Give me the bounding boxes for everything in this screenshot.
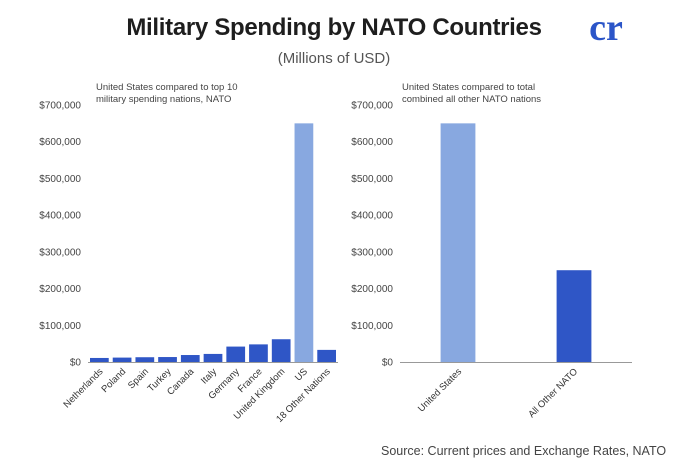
x-tick-label: Poland: [100, 366, 129, 395]
panel-note-line: United States compared to top 10: [96, 82, 238, 93]
bar-italy: [203, 353, 223, 362]
y-tick-label: $100,000: [351, 321, 393, 332]
y-tick-label: $500,000: [39, 174, 81, 185]
bar-canada: [180, 355, 200, 362]
panel-note: United States compared to top 10 military…: [96, 82, 238, 105]
y-tick-label: $200,000: [351, 284, 393, 295]
x-tick-label: United States: [416, 366, 464, 414]
y-tick-label: $400,000: [351, 211, 393, 222]
cr-logo-text: cr: [589, 8, 623, 48]
bar-france: [249, 344, 268, 362]
panel-note-line: military spending nations, NATO: [96, 94, 231, 105]
y-tick-label: $700,000: [351, 101, 393, 112]
x-tick-label: US: [293, 366, 310, 383]
x-tick-label: Netherlands: [61, 366, 105, 410]
y-tick-label: $500,000: [351, 174, 393, 185]
y-tick-label: $600,000: [351, 137, 393, 148]
bar-turkey: [158, 357, 177, 362]
bar-poland: [112, 357, 132, 362]
bar-spain: [135, 357, 155, 362]
bar-united-states: [440, 123, 476, 362]
bar-18-other-nations: [317, 349, 336, 362]
y-tick-label: $0: [382, 358, 394, 369]
y-tick-label: $700,000: [39, 101, 81, 112]
y-tick-label: $200,000: [39, 284, 81, 295]
y-tick-label: $400,000: [39, 211, 81, 222]
y-tick-label: $300,000: [351, 247, 393, 258]
chart-panel-2: $0 $100,000 $200,000 $300,000 $400,000 $500,0…: [351, 82, 632, 420]
bar-netherlands: [90, 357, 109, 362]
panel-note: United States compared to total combined …: [402, 82, 541, 105]
y-tick-label: $100,000: [39, 321, 81, 332]
bar-us: [294, 123, 314, 362]
chart-subtitle: (Millions of USD): [277, 50, 391, 67]
panel-note-line: United States compared to total: [402, 82, 535, 93]
bar-germany: [226, 346, 246, 362]
y-tick-label: $600,000: [39, 137, 81, 148]
y-tick-label: $300,000: [39, 247, 81, 258]
source-note: Source: Current prices and Exchange Rate…: [381, 444, 667, 458]
bar-all-other-nato: [556, 270, 592, 362]
x-tick-label: All Other NATO: [526, 366, 580, 420]
y-tick-label: $0: [70, 358, 82, 369]
cr-logo: cr: [589, 8, 623, 48]
chart-panel-1: $0 $100,000 $200,000 $300,000 $400,000 $500,0…: [39, 82, 338, 425]
chart-title: Military Spending by NATO Countries: [126, 14, 542, 41]
panel-note-line: combined all other NATO nations: [402, 94, 541, 105]
bar-united-kingdom: [271, 339, 291, 362]
